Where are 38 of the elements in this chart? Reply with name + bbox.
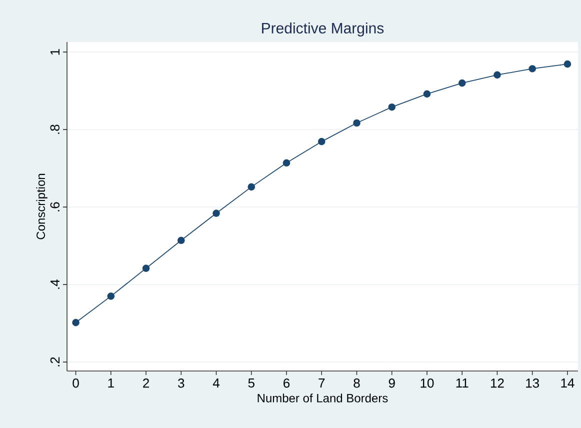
y-tick-label: .6 [50,202,60,212]
point [564,60,572,68]
y-axis-title: Conscription [36,174,48,240]
x-tick-label: 8 [354,378,360,388]
point [248,183,256,191]
x-tick-label: 0 [72,378,79,388]
x-tick-label: 4 [212,378,220,388]
y-tick-label: .4 [50,280,60,289]
point [282,159,290,167]
x-tick-label: 6 [284,378,290,388]
y-tick-label: .8 [50,124,60,134]
x-tick-label: 9 [388,378,395,388]
x-tick-label: 7 [318,378,325,388]
point [142,264,150,272]
x-tick-label: 1 [108,378,114,388]
point [212,210,220,217]
chart-title: Predictive Margins [262,22,384,36]
y-tick-label: .2 [50,357,60,366]
point [423,90,431,98]
x-tick-label: 5 [248,378,254,388]
point [388,103,396,111]
x-tick-label: 10 [420,378,434,388]
point [107,292,115,300]
x-tick-label: 13 [526,378,540,388]
point [494,71,501,79]
point [458,79,466,87]
x-axis-title: Number of Land Borders [258,394,388,402]
point [318,138,326,146]
point [72,318,80,326]
x-tick-label: 3 [178,378,184,388]
x-tick-label: 11 [456,378,468,388]
point [353,119,360,127]
x-tick-label: 12 [490,378,504,388]
x-tick-label: 2 [143,378,149,388]
point [177,236,185,244]
point [528,65,536,72]
x-tick-label: 14 [561,378,574,388]
y-tick-label: 1 [50,49,60,55]
